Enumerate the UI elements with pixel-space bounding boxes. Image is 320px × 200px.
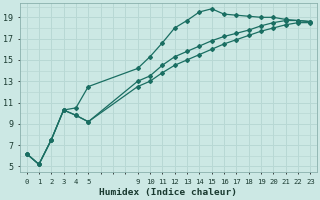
X-axis label: Humidex (Indice chaleur): Humidex (Indice chaleur): [100, 188, 237, 197]
